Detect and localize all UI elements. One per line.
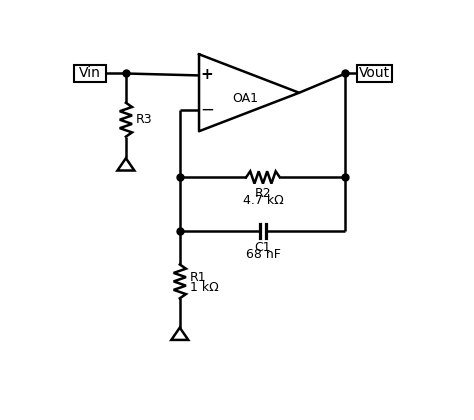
Text: 1 kΩ: 1 kΩ [190, 281, 219, 294]
Text: C1: C1 [255, 241, 271, 254]
Text: 68 nF: 68 nF [246, 248, 281, 261]
Text: +: + [201, 67, 213, 82]
FancyBboxPatch shape [357, 65, 392, 82]
Text: Vout: Vout [359, 66, 390, 81]
Text: R2: R2 [255, 186, 271, 199]
Text: R1: R1 [190, 271, 206, 284]
Text: 4.7 kΩ: 4.7 kΩ [243, 194, 283, 207]
Text: R3: R3 [136, 113, 153, 126]
Text: OA1: OA1 [232, 92, 258, 105]
FancyBboxPatch shape [73, 65, 106, 82]
Text: Vin: Vin [79, 66, 100, 81]
Text: −: − [200, 100, 214, 118]
